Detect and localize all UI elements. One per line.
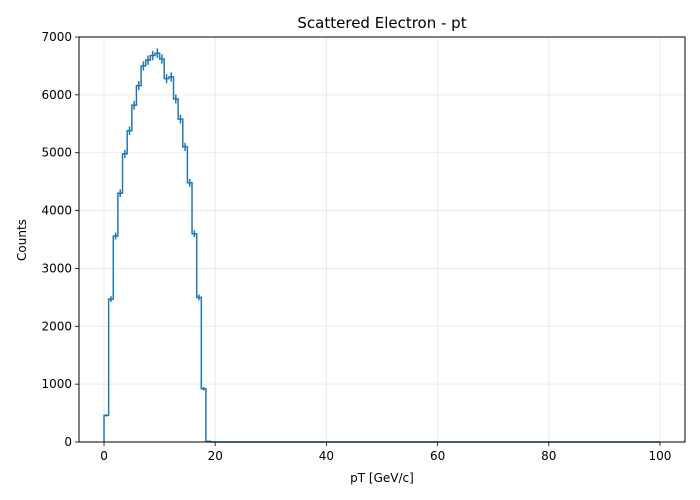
y-tick-label-0: 0 — [64, 435, 72, 449]
y-tick-label-7: 7000 — [41, 30, 72, 44]
y-tick-label-6: 6000 — [41, 88, 72, 102]
histogram-step-line — [103, 52, 660, 443]
chart-title: Scattered Electron - pt — [297, 14, 466, 32]
plot-frame — [78, 36, 686, 443]
x-tick-label-4: 80 — [541, 449, 556, 463]
y-axis-label: Counts — [15, 219, 29, 261]
histogram-layer — [103, 48, 660, 443]
x-tick-label-3: 60 — [430, 449, 445, 463]
y-tick-label-3: 3000 — [41, 261, 72, 275]
y-tick-label-1: 1000 — [41, 377, 72, 391]
y-tick-label-5: 5000 — [41, 146, 72, 160]
x-tick-label-0: 0 — [100, 449, 108, 463]
x-tick-label-5: 100 — [649, 449, 672, 463]
y-tick-label-4: 4000 — [41, 204, 72, 218]
y-tick-label-2: 2000 — [41, 319, 72, 333]
x-axis-label: pT [GeV/c] — [350, 471, 414, 485]
grid-layer — [79, 36, 685, 443]
x-tick-label-1: 20 — [208, 449, 223, 463]
x-tick-label-2: 40 — [319, 449, 334, 463]
tick-layer: 0 20 40 60 80 1000100020003000400050006000700… — [41, 30, 671, 463]
